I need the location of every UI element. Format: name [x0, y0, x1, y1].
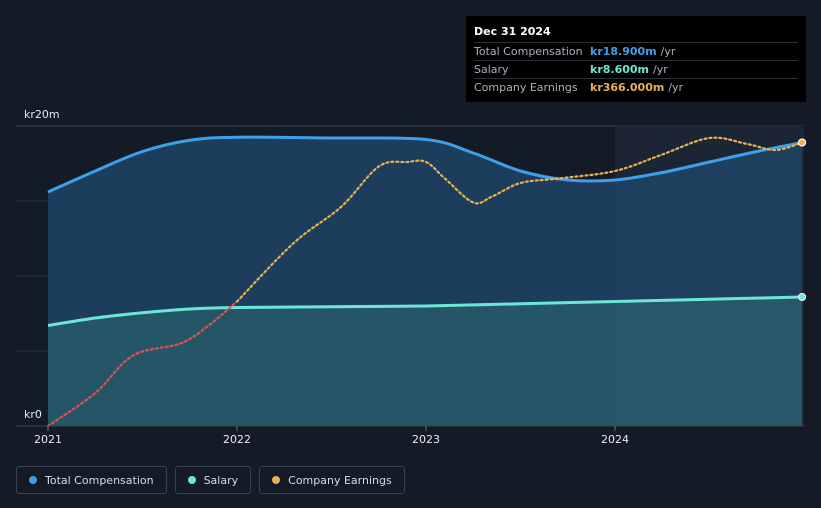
- x-tick-label: 2022: [223, 433, 251, 446]
- tooltip-date: Dec 31 2024: [474, 25, 551, 38]
- legend-dot-icon: [272, 476, 281, 484]
- end-markers: [798, 138, 807, 301]
- tooltip-value: kr366.000m: [590, 81, 665, 94]
- tooltip: Dec 31 2024 Total Compensation kr18.900m…: [466, 16, 806, 102]
- x-tick-label: 2021: [34, 433, 62, 446]
- tooltip-label: Total Compensation: [474, 45, 583, 58]
- salary-area: [48, 297, 803, 426]
- tooltip-row-salary: Salary kr8.600m /yr: [474, 60, 798, 78]
- tooltip-unit: /yr: [668, 81, 684, 94]
- tooltip-value: kr8.600m: [590, 63, 649, 76]
- tooltip-unit: /yr: [660, 45, 676, 58]
- legend-label: Company Earnings: [288, 473, 392, 487]
- legend-company-earnings[interactable]: Company Earnings: [259, 466, 405, 494]
- tooltip-unit: /yr: [653, 63, 668, 76]
- tooltip-value: kr18.900m: [590, 45, 657, 58]
- axes: kr20m kr0 2021 2022 2023 2024: [16, 108, 804, 446]
- earnings-marker: [798, 138, 807, 147]
- y-tick-label: kr0: [24, 408, 42, 421]
- tooltip-label: Company Earnings: [474, 81, 578, 94]
- total-compensation-line: [47, 135, 803, 194]
- salary-marker: [798, 293, 807, 301]
- tooltip-row-earnings: Company Earnings kr366.000m /yr: [474, 78, 798, 96]
- tooltip-label: Salary: [474, 63, 509, 76]
- company-earnings-series: [46, 136, 804, 428]
- legend: Total Compensation Salary Company Earnin…: [16, 466, 405, 494]
- y-tick-label: kr20m: [24, 108, 60, 121]
- legend-dot-icon: [187, 476, 196, 484]
- legend-salary[interactable]: Salary: [174, 466, 252, 494]
- legend-total-compensation[interactable]: Total Compensation: [16, 466, 167, 494]
- x-tick-label: 2023: [412, 433, 440, 446]
- legend-label: Total Compensation: [45, 473, 154, 487]
- legend-dot-icon: [29, 476, 37, 484]
- tooltip-row-total: Total Compensation kr18.900m /yr: [474, 42, 798, 60]
- salary-line: [47, 295, 803, 327]
- earnings-line: [235, 136, 804, 303]
- earnings-line-low: [46, 300, 239, 428]
- legend-label: Salary: [203, 473, 239, 487]
- x-tick-label: 2024: [601, 433, 629, 446]
